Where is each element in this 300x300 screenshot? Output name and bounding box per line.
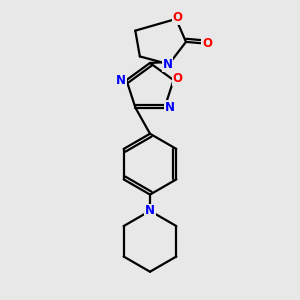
Text: N: N	[165, 101, 175, 114]
Text: O: O	[202, 37, 212, 50]
Text: N: N	[116, 74, 126, 87]
Text: N: N	[145, 204, 155, 218]
Text: N: N	[162, 58, 172, 71]
Text: O: O	[173, 72, 183, 85]
Text: O: O	[172, 11, 182, 24]
